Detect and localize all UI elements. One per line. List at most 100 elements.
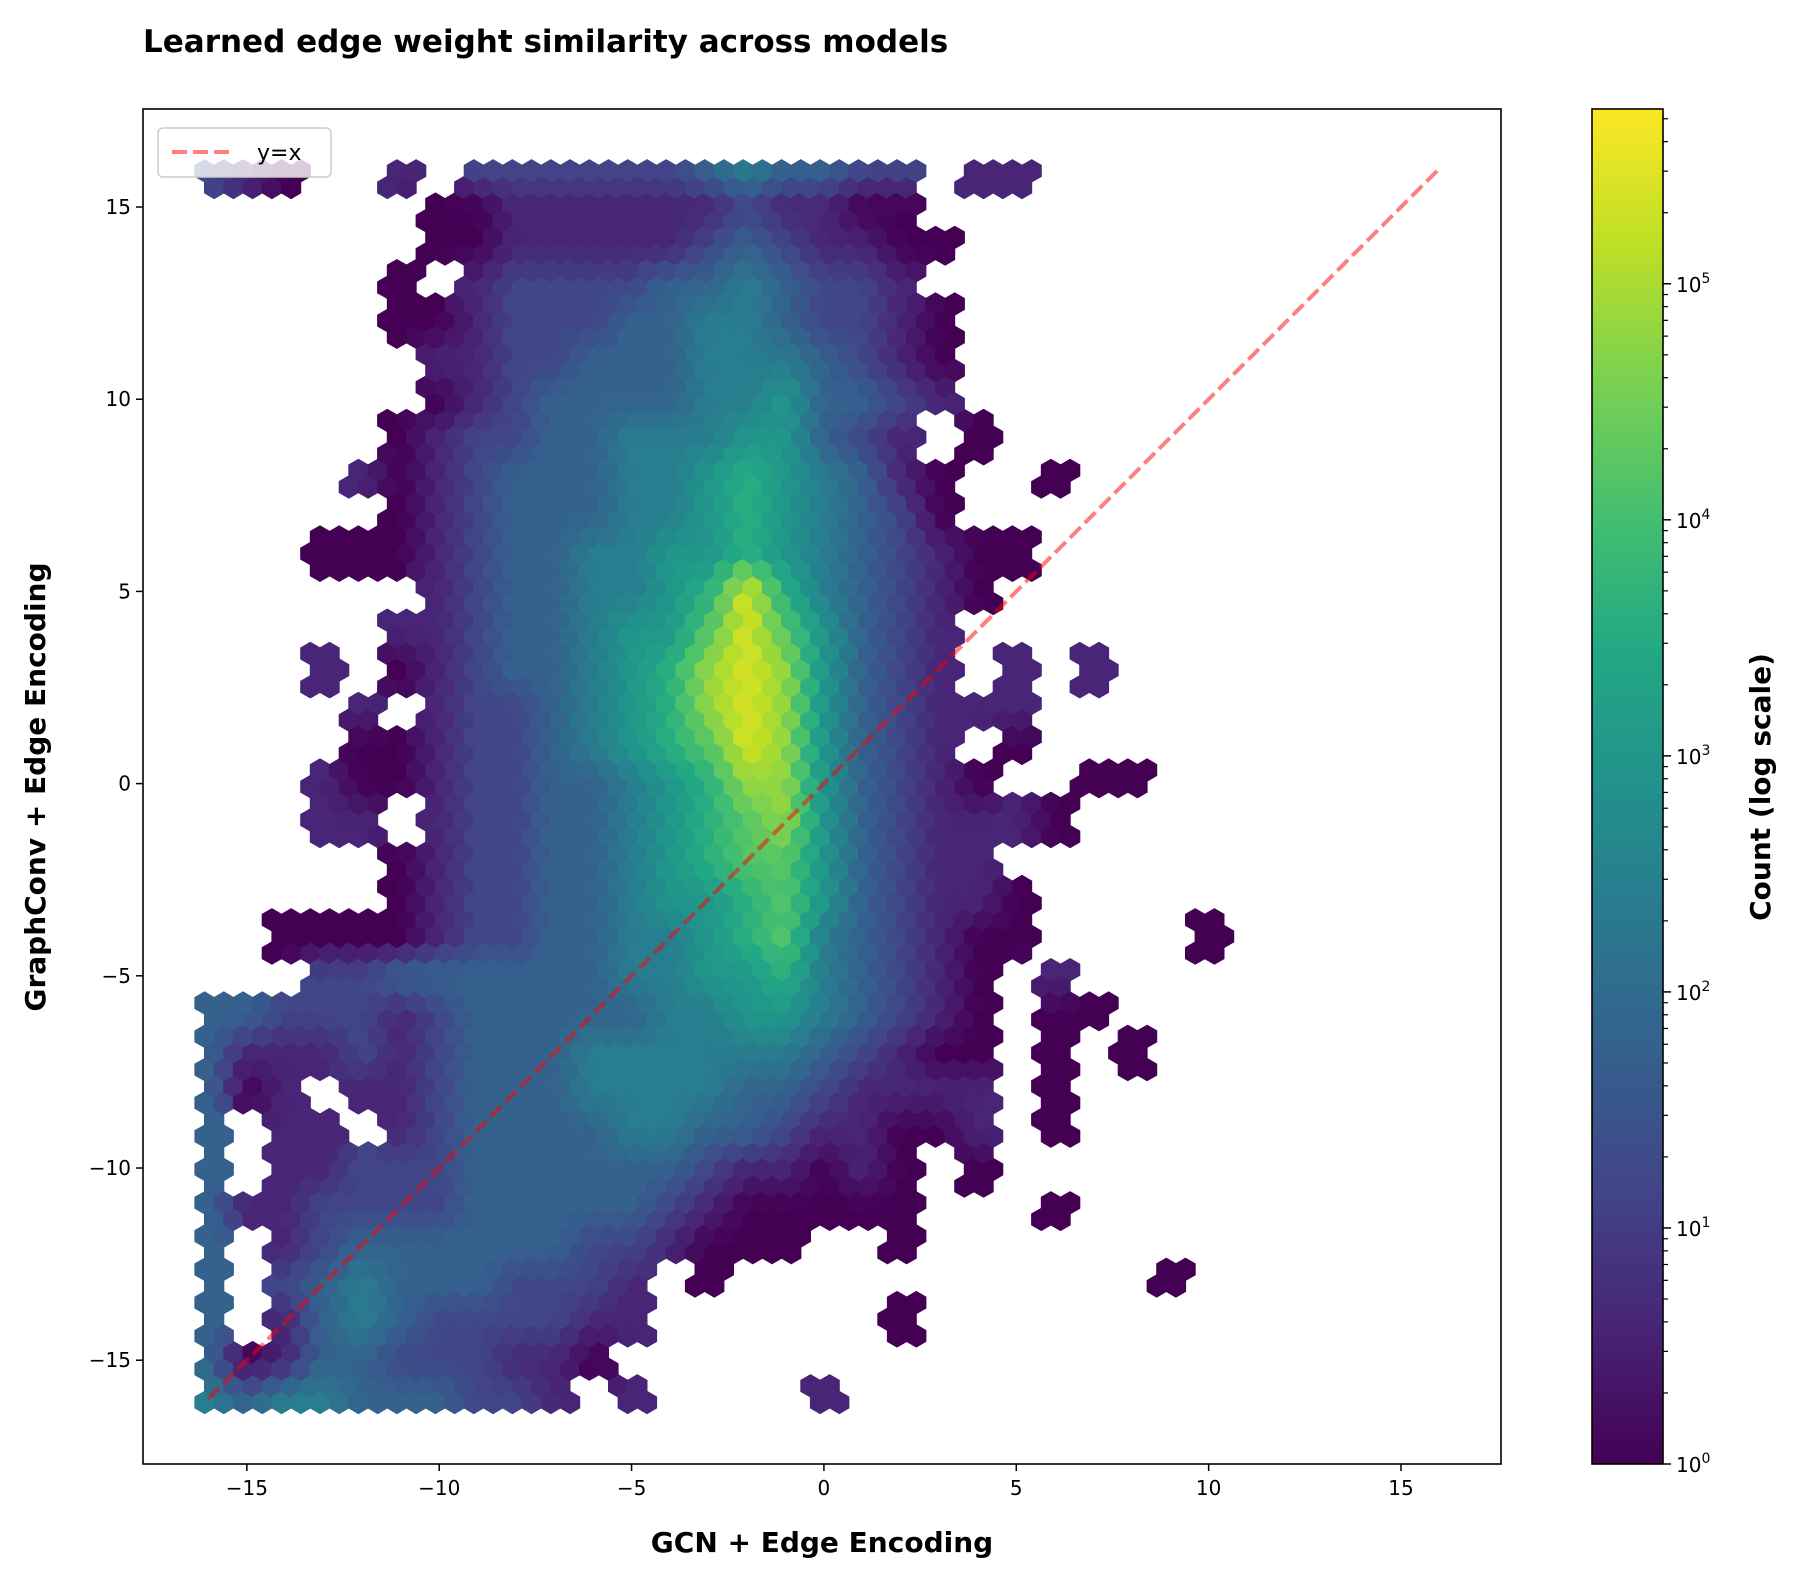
- hexbin-cell: [694, 492, 715, 516]
- hexbin-cell: [790, 758, 811, 782]
- hexbin-cell: [684, 1008, 706, 1032]
- hexbin-cell: [348, 1191, 369, 1215]
- hexbin-cell: [742, 242, 763, 266]
- hexbin-cell: [713, 1224, 734, 1248]
- hexbin-cell: [588, 1008, 609, 1032]
- hexbin-cell: [444, 791, 465, 815]
- hexbin-cell: [377, 408, 398, 433]
- hexbin-cell: [800, 475, 821, 499]
- hexbin-cell: [733, 725, 754, 749]
- hexbin-cell: [367, 824, 388, 849]
- hexbin-cell: [761, 375, 783, 399]
- hexbin-cell: [463, 1224, 484, 1248]
- hexbin-cell: [396, 874, 417, 899]
- hexbin-cell: [983, 791, 1004, 815]
- hexbin-cell: [492, 342, 513, 366]
- hexbin-cell: [1060, 958, 1081, 982]
- hexbin-cell: [867, 658, 888, 682]
- hexbin-cell: [733, 958, 754, 982]
- hexbin-cell: [492, 908, 513, 932]
- hexbin-cell: [608, 1207, 629, 1232]
- hexbin-cell: [954, 841, 975, 865]
- hexbin-cell: [309, 791, 331, 815]
- hexbin-cell: [656, 591, 677, 616]
- hexbin-cell: [415, 442, 436, 466]
- hexbin-cell: [531, 608, 552, 632]
- hexbin-cell: [656, 458, 677, 483]
- hexbin-cell: [463, 858, 484, 882]
- hexbin-cell: [598, 1224, 619, 1248]
- hexbin-cell: [886, 358, 908, 383]
- hexbin-cell: [675, 858, 696, 882]
- hexbin-cell: [944, 991, 965, 1015]
- hexbin-cell: [281, 1374, 302, 1398]
- hexbin-cell: [742, 308, 763, 333]
- hexbin-cell: [906, 192, 927, 216]
- hexbin-cell: [396, 1141, 417, 1165]
- hexbin-cell: [271, 1124, 292, 1148]
- hexbin-cell: [213, 1057, 234, 1082]
- hexbin-cell: [665, 342, 686, 366]
- hexbin-cell: [848, 458, 869, 483]
- hexbin-cell: [1050, 808, 1071, 832]
- hexbin-cell: [415, 342, 436, 366]
- hexbin-cell: [944, 725, 965, 749]
- hexbin-cell: [300, 1107, 321, 1132]
- hexbin-cell: [694, 1124, 715, 1148]
- hexbin-cell: [848, 691, 869, 716]
- hexbin-cell: [531, 641, 552, 666]
- hexbin-cell: [271, 1157, 292, 1182]
- hexbin-cell: [915, 1074, 936, 1098]
- hexbin-cell: [482, 1157, 504, 1182]
- hexbin-cell: [1204, 941, 1225, 965]
- hexbin-cell: [300, 641, 321, 666]
- hexbin-cell: [877, 675, 898, 699]
- hexbin-cell: [684, 1174, 706, 1198]
- hexbin-cell: [492, 209, 513, 233]
- hexbin-cell: [608, 708, 629, 732]
- hexbin-cell: [598, 1357, 619, 1381]
- hexbin-cell: [511, 1374, 533, 1398]
- hexbin-cell: [281, 1207, 302, 1232]
- hexbin-cell: [656, 791, 677, 815]
- hexbin-cell: [877, 1174, 898, 1198]
- hexbin-cell: [396, 475, 417, 499]
- hexbin-cell: [848, 1057, 869, 1082]
- hexbin-cell: [588, 508, 609, 532]
- hexbin-cell: [540, 392, 561, 416]
- hexbin-cell: [973, 708, 994, 732]
- hexbin-cell: [973, 541, 994, 566]
- hexbin-cell: [858, 175, 879, 200]
- hexbin-cell: [838, 575, 860, 599]
- hexbin-cell: [463, 525, 484, 549]
- hexbin-cell: [511, 1307, 533, 1331]
- hexbin-cell: [617, 292, 638, 316]
- hexbin-cell: [809, 425, 831, 449]
- hexbin-cell: [415, 974, 436, 999]
- hexbin-cell: [819, 874, 840, 899]
- hexbin-cell: [829, 1124, 850, 1148]
- hexbin-cell: [954, 808, 975, 832]
- hexbin-cell: [415, 308, 436, 333]
- hexbin-cell: [1050, 1207, 1071, 1232]
- hexbin-cell: [482, 392, 504, 416]
- hexbin-cell: [752, 1224, 773, 1248]
- hexbin-cell: [502, 725, 523, 749]
- hexbin-cell: [377, 175, 398, 200]
- hexbin-cell: [829, 1091, 850, 1115]
- hexbin-cell: [742, 941, 763, 965]
- hexbin-cell: [377, 1307, 398, 1331]
- hexbin-cell: [704, 808, 725, 832]
- hexbin-cell: [598, 425, 619, 449]
- hexbin-cell: [396, 541, 417, 566]
- hexbin-cell: [886, 492, 908, 516]
- hexbin-cell: [992, 708, 1013, 732]
- hexbin-cell: [559, 358, 581, 383]
- hexbin-cell: [867, 1024, 888, 1048]
- hexbin-cell: [809, 591, 831, 616]
- y-tick-label: −5: [102, 964, 131, 988]
- hexbin-cell: [319, 808, 340, 832]
- hexbin-cell: [656, 958, 677, 982]
- hexbin-cell: [771, 558, 792, 582]
- hexbin-cell: [1002, 791, 1023, 815]
